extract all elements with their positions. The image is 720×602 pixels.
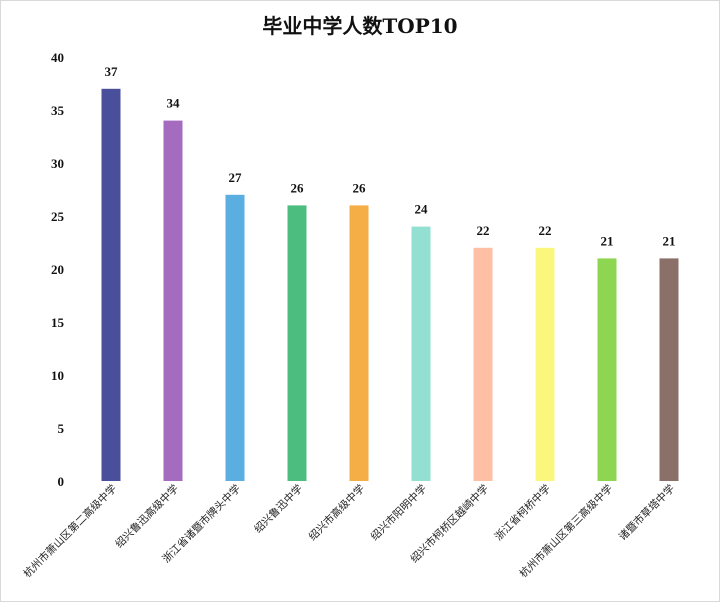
bar xyxy=(411,226,431,481)
value-labels: 37 34 27 26 26 24 22 22 21 21 xyxy=(105,64,676,249)
x-tick-label: 绍兴市高级中学 xyxy=(306,482,367,543)
y-tick-label: 35 xyxy=(51,103,65,118)
data-label: 21 xyxy=(601,233,614,248)
bars xyxy=(101,88,679,482)
y-tick-label: 25 xyxy=(51,209,65,224)
y-tick-label: 40 xyxy=(51,50,64,65)
y-tick-label: 20 xyxy=(51,262,64,277)
x-tick-label: 诸暨市草塔中学 xyxy=(616,482,677,543)
data-label: 26 xyxy=(353,180,367,195)
y-tick-label: 15 xyxy=(51,315,65,330)
y-tick-label: 10 xyxy=(51,368,64,383)
x-tick-label: 绍兴市阳明中学 xyxy=(368,482,429,543)
bar xyxy=(287,205,307,481)
y-axis: 0 5 10 15 20 25 30 35 40 xyxy=(51,50,65,489)
x-tick-label: 浙江省柯桥中学 xyxy=(492,482,553,543)
data-label: 27 xyxy=(229,170,243,185)
data-label: 22 xyxy=(539,223,552,238)
bar xyxy=(101,88,121,482)
bar xyxy=(225,194,245,482)
y-tick-label: 0 xyxy=(58,474,65,489)
x-tick-label: 绍兴鲁迅中学 xyxy=(251,482,305,536)
data-label: 26 xyxy=(291,180,305,195)
x-tick-label: 杭州市萧山区第二高级中学 xyxy=(21,482,119,580)
data-label: 21 xyxy=(663,233,676,248)
bar xyxy=(163,120,183,481)
data-label: 37 xyxy=(105,64,119,79)
bar xyxy=(473,247,493,481)
bar xyxy=(349,205,369,481)
y-tick-label: 5 xyxy=(58,421,65,436)
bar xyxy=(535,247,555,481)
y-tick-label: 30 xyxy=(51,156,64,171)
bar xyxy=(597,258,617,481)
x-tick-label: 绍兴鲁迅高级中学 xyxy=(113,482,182,551)
data-label: 24 xyxy=(415,202,429,217)
data-label: 22 xyxy=(477,223,490,238)
chart-title: 毕业中学人数TOP10 xyxy=(262,14,458,38)
bar xyxy=(659,258,679,481)
data-label: 34 xyxy=(167,96,181,111)
